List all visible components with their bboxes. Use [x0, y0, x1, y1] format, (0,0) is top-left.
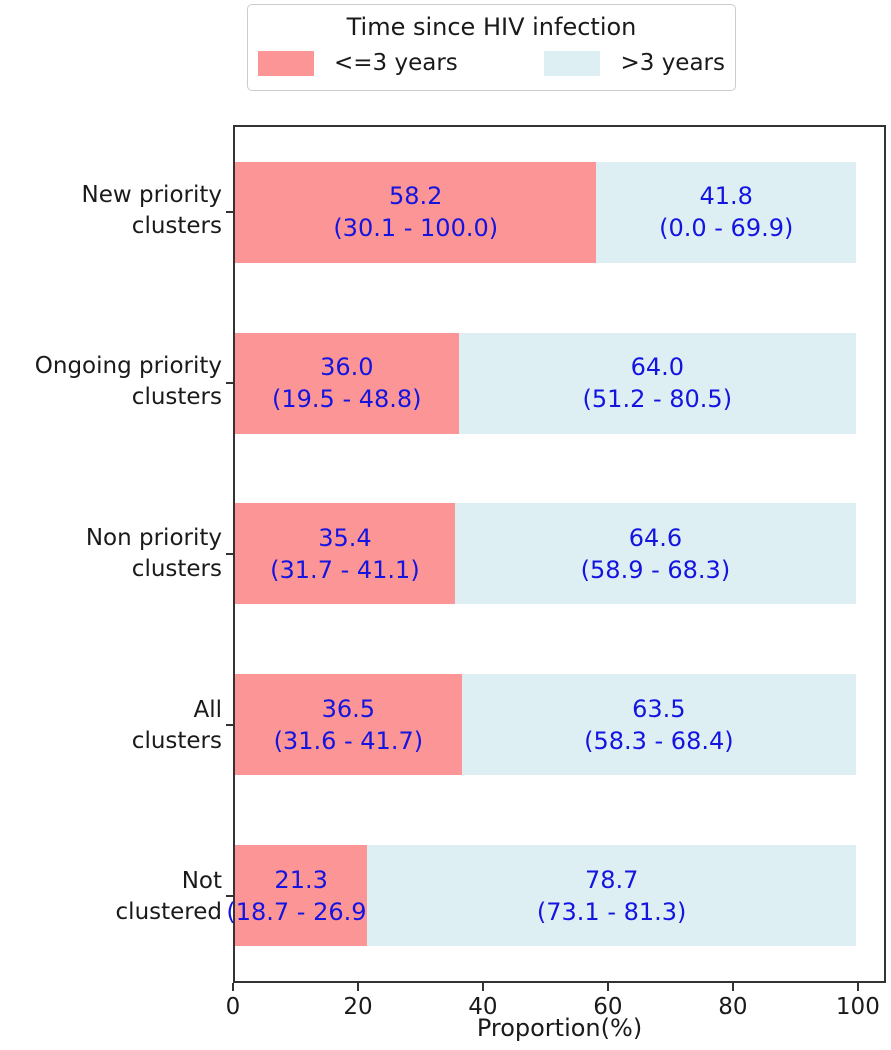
x-tick-mark	[856, 983, 859, 991]
y-tick-mark	[226, 553, 233, 555]
bar-value-label: 21.3 (18.7 - 26.9)	[226, 864, 376, 928]
y-axis-label: Ongoing priority clusters	[0, 297, 222, 469]
bar-value-label: 35.4 (31.7 - 41.1)	[270, 522, 420, 586]
x-tick-label: 100	[835, 994, 880, 1020]
bar-ci: (18.7 - 26.9)	[226, 897, 376, 926]
legend: Time since HIV infection <=3 years >3 ye…	[247, 4, 736, 91]
x-tick-mark	[606, 983, 609, 991]
bar-segment-le3years: 36.0 (19.5 - 48.8)	[235, 332, 459, 434]
legend-swatch-le3years	[258, 50, 314, 76]
bar-value-label: 78.7 (73.1 - 81.3)	[537, 864, 687, 928]
x-tick-label: 80	[718, 994, 748, 1020]
bar-value-label: 64.6 (58.9 - 68.3)	[581, 522, 731, 586]
stacked-bar: 36.5 (31.6 - 41.7) 63.5 (58.3 - 68.4)	[235, 674, 884, 776]
bar-value: 36.0	[320, 353, 374, 382]
y-axis-label: All clusters	[0, 640, 222, 812]
bar-segment-gt3years: 78.7 (73.1 - 81.3)	[367, 845, 857, 947]
bar-ci: (31.6 - 41.7)	[273, 726, 424, 755]
x-tick-mark	[481, 983, 484, 991]
bar-value: 35.4	[318, 523, 372, 552]
bar-segment-le3years: 58.2 (30.1 - 100.0)	[235, 161, 597, 263]
bar-row: 35.4 (31.7 - 41.1) 64.6 (58.9 - 68.3)	[235, 469, 884, 640]
category-label-line: clusters	[131, 384, 222, 411]
x-tick-label: 20	[343, 994, 373, 1020]
bar-value-label: 36.5 (31.6 - 41.7)	[274, 693, 424, 757]
bar-rows: 58.2 (30.1 - 100.0) 41.8 (0.0 - 69.9)	[226, 127, 884, 981]
legend-entry-gt3years: >3 years	[544, 50, 725, 76]
legend-label-gt3years: >3 years	[620, 50, 725, 76]
bar-ci: (30.1 - 100.0)	[333, 214, 499, 243]
category-label-line: New priority	[81, 181, 222, 208]
stacked-bar: 35.4 (31.7 - 41.1) 64.6 (58.9 - 68.3)	[235, 503, 884, 605]
x-tick-label: 40	[468, 994, 498, 1020]
bar-value-label: 63.5 (58.3 - 68.4)	[584, 693, 734, 757]
bar-row: 21.3 (18.7 - 26.9) 78.7 (73.1 - 81.3)	[226, 810, 884, 981]
stacked-bar: 36.0 (19.5 - 48.8) 64.0 (51.2 - 80.5)	[235, 332, 884, 434]
bar-value: 41.8	[699, 182, 753, 211]
y-axis-label: Non priority clusters	[0, 468, 222, 640]
bar-value: 58.2	[388, 182, 443, 211]
bar-segment-gt3years: 64.0 (51.2 - 80.5)	[458, 332, 857, 434]
stacked-bar: 58.2 (30.1 - 100.0) 41.8 (0.0 - 69.9)	[235, 161, 884, 263]
bar-ci: (19.5 - 48.8)	[272, 385, 422, 414]
bar-row: 36.0 (19.5 - 48.8) 64.0 (51.2 - 80.5)	[235, 298, 884, 469]
category-label-line: clustered	[115, 899, 222, 926]
bar-value: 64.0	[630, 353, 685, 382]
bar-value-label: 41.8 (0.0 - 69.9)	[659, 180, 793, 244]
bar-row: 36.5 (31.6 - 41.7) 63.5 (58.3 - 68.4)	[235, 639, 884, 810]
bar-segment-gt3years: 64.6 (58.9 - 68.3)	[454, 503, 857, 605]
bar-ci: (51.2 - 80.5)	[582, 385, 733, 414]
bar-ci: (73.1 - 81.3)	[536, 897, 687, 926]
x-tick-label: 60	[593, 994, 623, 1020]
bar-segment-le3years: 35.4 (31.7 - 41.1)	[235, 503, 455, 605]
category-label-line: clusters	[131, 727, 222, 754]
y-axis-labels: New priority clusters Ongoing priority clu…	[0, 125, 222, 983]
x-tick-label: 0	[225, 994, 241, 1020]
legend-label-le3years: <=3 years	[334, 50, 458, 76]
bar-segment-gt3years: 41.8 (0.0 - 69.9)	[596, 161, 857, 263]
bar-ci: (58.9 - 68.3)	[580, 555, 731, 584]
category-label-line: Not	[181, 868, 222, 895]
bar-segment-gt3years: 63.5 (58.3 - 68.4)	[461, 674, 857, 776]
x-axis-title: Proportion(%)	[476, 1014, 643, 1042]
legend-swatch-gt3years	[544, 50, 601, 76]
legend-entries: <=3 years >3 years	[258, 50, 725, 76]
category-label-line: clusters	[131, 555, 222, 582]
bar-value-label: 64.0 (51.2 - 80.5)	[583, 351, 733, 415]
bar-value-label: 58.2 (30.1 - 100.0)	[333, 180, 498, 244]
bar-value: 21.3	[274, 865, 328, 894]
bar-ci: (31.7 - 41.1)	[270, 555, 420, 584]
category-label-line: All	[193, 696, 222, 723]
y-tick-mark	[226, 211, 233, 214]
bar-value: 78.7	[584, 865, 639, 894]
legend-title: Time since HIV infection	[346, 13, 637, 41]
category-label-line: Ongoing priority	[34, 353, 222, 380]
bar-value: 64.6	[628, 523, 683, 552]
bar-ci: (0.0 - 69.9)	[659, 214, 794, 243]
bar-ci: (58.3 - 68.4)	[584, 726, 734, 755]
category-label-line: Non priority	[85, 524, 222, 551]
x-tick-mark	[731, 983, 734, 991]
x-tick-mark	[232, 983, 234, 991]
bar-segment-le3years: 21.3 (18.7 - 26.9)	[226, 845, 376, 947]
plot-area: 58.2 (30.1 - 100.0) 41.8 (0.0 - 69.9)	[226, 125, 886, 983]
bar-segment-le3years: 36.5 (31.6 - 41.7)	[235, 674, 462, 776]
legend-entry-le3years: <=3 years	[258, 50, 458, 76]
y-tick-mark	[226, 894, 233, 897]
y-tick-mark	[226, 382, 233, 385]
y-axis-label: Not clustered	[0, 811, 222, 983]
x-tick-mark	[356, 983, 359, 991]
y-tick-mark	[226, 723, 233, 726]
stacked-bar: 21.3 (18.7 - 26.9) 78.7 (73.1 - 81.3)	[226, 845, 884, 947]
bar-row: 58.2 (30.1 - 100.0) 41.8 (0.0 - 69.9)	[235, 127, 884, 298]
bar-value: 36.5	[321, 694, 376, 723]
y-axis-label: New priority clusters	[0, 125, 222, 297]
bar-value: 63.5	[632, 694, 686, 723]
bar-value-label: 36.0 (19.5 - 48.8)	[272, 351, 422, 415]
category-label-line: clusters	[131, 212, 222, 239]
